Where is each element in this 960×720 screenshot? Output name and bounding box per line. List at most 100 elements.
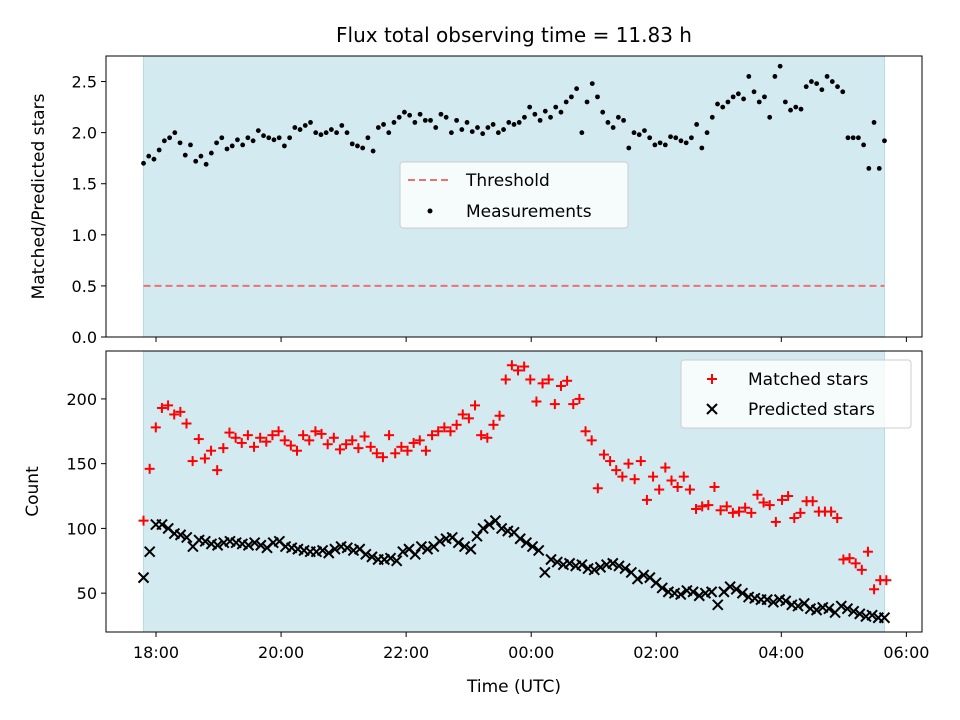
measurement-point bbox=[224, 146, 230, 152]
predicted-star-point bbox=[384, 552, 397, 564]
measurement-point bbox=[819, 87, 825, 93]
measurement-point bbox=[422, 117, 428, 123]
measurement-point bbox=[141, 160, 146, 166]
predicted-star-point bbox=[514, 533, 526, 545]
matched-star-point bbox=[402, 445, 413, 456]
predicted-star-point-b bbox=[403, 543, 415, 555]
predicted-star-point bbox=[705, 586, 718, 598]
ratio-panel: 0.0 0.5 1.0 1.5 2.0 2.5 Flux total observing … bbox=[29, 23, 923, 347]
matched-star-point bbox=[261, 436, 272, 447]
ratio-y-tick-label: 0.5 bbox=[72, 277, 97, 296]
predicted-star-point-b bbox=[773, 593, 786, 606]
measurement-point bbox=[198, 153, 204, 159]
matched-star-point bbox=[654, 484, 665, 495]
matched-star-point bbox=[291, 445, 302, 456]
predicted-star-point-b bbox=[483, 518, 496, 531]
predicted-star-point bbox=[526, 540, 539, 553]
matched-star-point bbox=[549, 399, 560, 410]
predicted-star-point-b bbox=[181, 531, 193, 544]
predicted-star-point bbox=[736, 587, 749, 599]
measurement-point bbox=[876, 166, 882, 171]
matched-star-point bbox=[850, 558, 861, 569]
measurement-point bbox=[689, 135, 694, 141]
matched-star-point bbox=[193, 434, 204, 445]
measurement-point bbox=[250, 138, 256, 144]
matched-star-point bbox=[433, 426, 444, 437]
predicted-star-point-b bbox=[230, 536, 242, 549]
predicted-star-point-b bbox=[761, 593, 773, 606]
count-y-tick-label: 100 bbox=[66, 519, 97, 538]
predicted-star-point-b bbox=[613, 560, 625, 572]
predicted-star-point bbox=[211, 539, 224, 551]
measurement-point bbox=[495, 130, 501, 136]
measurement-point bbox=[678, 138, 684, 144]
matched-star-point bbox=[568, 399, 579, 410]
measurement-point bbox=[161, 138, 167, 144]
matched-star-point bbox=[709, 481, 720, 492]
matched-star-point bbox=[408, 437, 419, 448]
predicted-star-point-b bbox=[631, 573, 644, 585]
measurement-point bbox=[845, 135, 851, 141]
matched-star-point bbox=[586, 435, 597, 446]
predicted-star-point bbox=[637, 569, 650, 581]
measurement-point bbox=[814, 81, 820, 86]
matched-star-point bbox=[506, 360, 517, 371]
measurement-point bbox=[318, 132, 324, 138]
predicted-star-point-b bbox=[174, 529, 187, 541]
measurement-point bbox=[501, 127, 506, 132]
predicted-star-point-b bbox=[384, 552, 397, 564]
matched-star-point bbox=[838, 554, 849, 565]
predicted-star-point-b bbox=[817, 601, 829, 614]
predicted-star-point-b bbox=[508, 526, 520, 538]
ratio-x-ticks bbox=[155, 337, 907, 342]
predicted-star-point-b bbox=[644, 571, 656, 584]
predicted-star-point bbox=[779, 595, 792, 607]
matched-star-point bbox=[783, 491, 794, 502]
predicted-star-point-b bbox=[650, 577, 662, 589]
measurement-point bbox=[725, 99, 731, 105]
matched-star-point bbox=[273, 426, 284, 437]
measurement-point bbox=[715, 101, 720, 107]
measurement-point bbox=[835, 84, 840, 90]
legend-matched-swatch bbox=[707, 374, 717, 384]
measurement-point bbox=[412, 120, 418, 125]
measurement-point bbox=[657, 140, 663, 146]
measurement-point bbox=[866, 166, 872, 171]
measurement-point bbox=[798, 106, 804, 112]
predicted-star-point-b bbox=[397, 546, 409, 558]
measurement-point bbox=[600, 109, 606, 115]
predicted-star-point bbox=[594, 561, 607, 573]
matched-star-point bbox=[396, 441, 407, 452]
measurement-point bbox=[824, 74, 830, 79]
predicted-star-point-b bbox=[878, 612, 891, 624]
count-panel: 50 100 150 200 18:00 20:00 22:00 00:00 02:00 04:… bbox=[23, 350, 929, 697]
matched-star-point bbox=[770, 516, 781, 527]
measurement-point bbox=[167, 135, 173, 141]
measurement-point bbox=[803, 84, 809, 90]
matched-star-point bbox=[605, 456, 616, 467]
predicted-star-point bbox=[434, 535, 446, 548]
predicted-star-point-b bbox=[421, 543, 434, 555]
predicted-star-point bbox=[619, 562, 631, 575]
predicted-star-point bbox=[823, 602, 835, 615]
matched-stars-series bbox=[138, 360, 892, 595]
measurement-point bbox=[522, 114, 527, 120]
predicted-star-point-b bbox=[810, 604, 823, 616]
matched-star-point bbox=[138, 515, 149, 526]
measurement-point bbox=[861, 142, 867, 148]
predicted-star-point bbox=[693, 590, 705, 602]
predicted-star-point-b bbox=[724, 580, 736, 593]
predicted-star-point-b bbox=[582, 562, 594, 575]
predicted-star-point bbox=[539, 566, 551, 579]
count-y-tick-label: 150 bbox=[66, 455, 97, 474]
matched-star-point bbox=[390, 448, 401, 459]
matched-star-point bbox=[678, 471, 689, 482]
measurement-point bbox=[735, 91, 741, 97]
measurement-point bbox=[459, 127, 465, 132]
predicted-star-point-b bbox=[662, 586, 675, 598]
measurement-point bbox=[203, 161, 209, 167]
measurement-point bbox=[271, 137, 277, 143]
matched-star-point bbox=[224, 427, 235, 438]
predicted-star-point-b bbox=[273, 535, 286, 548]
